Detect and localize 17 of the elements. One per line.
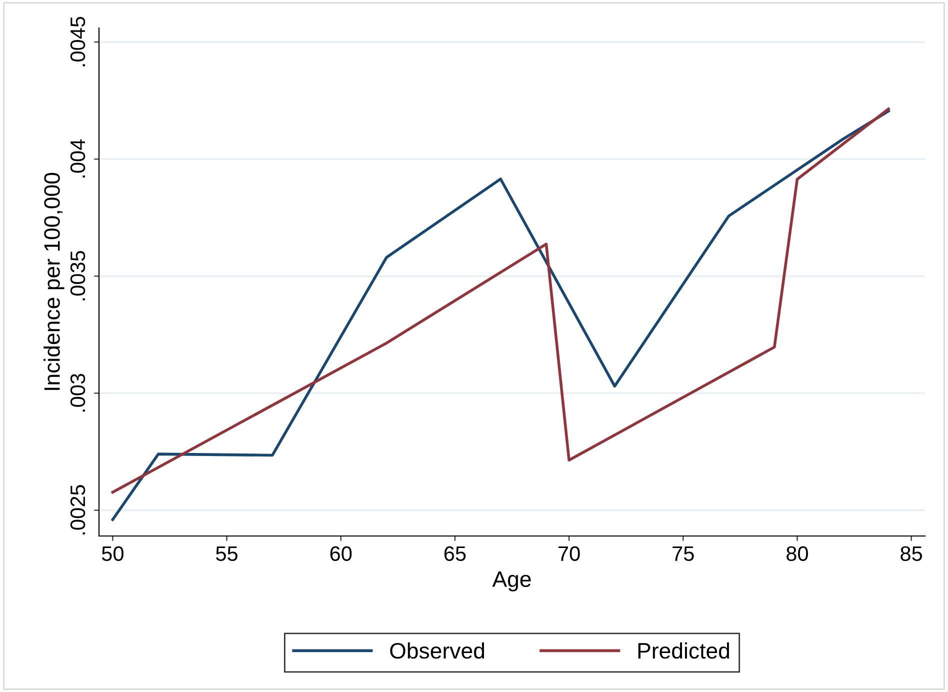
x-tick-label: 70 [558,546,580,562]
y-tick-label: .003 [70,374,86,412]
y-tick-label: .0025 [70,485,86,534]
x-tick-label: 50 [102,546,124,562]
y-tick-label: .0045 [70,16,86,66]
x-tick-label: 80 [786,546,808,562]
x-tick-label: 55 [216,546,238,562]
x-tick-label: 60 [330,546,352,562]
x-tick-label: 65 [444,546,466,562]
x-axis-title: Age [492,572,531,592]
y-tick-label: .0035 [70,250,86,300]
y-tick-label: .004 [70,139,86,178]
x-tick-label: 85 [900,546,922,562]
legend-label: Predicted [638,642,730,659]
x-tick-label: 75 [672,546,694,562]
legend-label: Observed [390,642,484,659]
y-axis-title: Incidence per 100,000 [44,172,64,390]
